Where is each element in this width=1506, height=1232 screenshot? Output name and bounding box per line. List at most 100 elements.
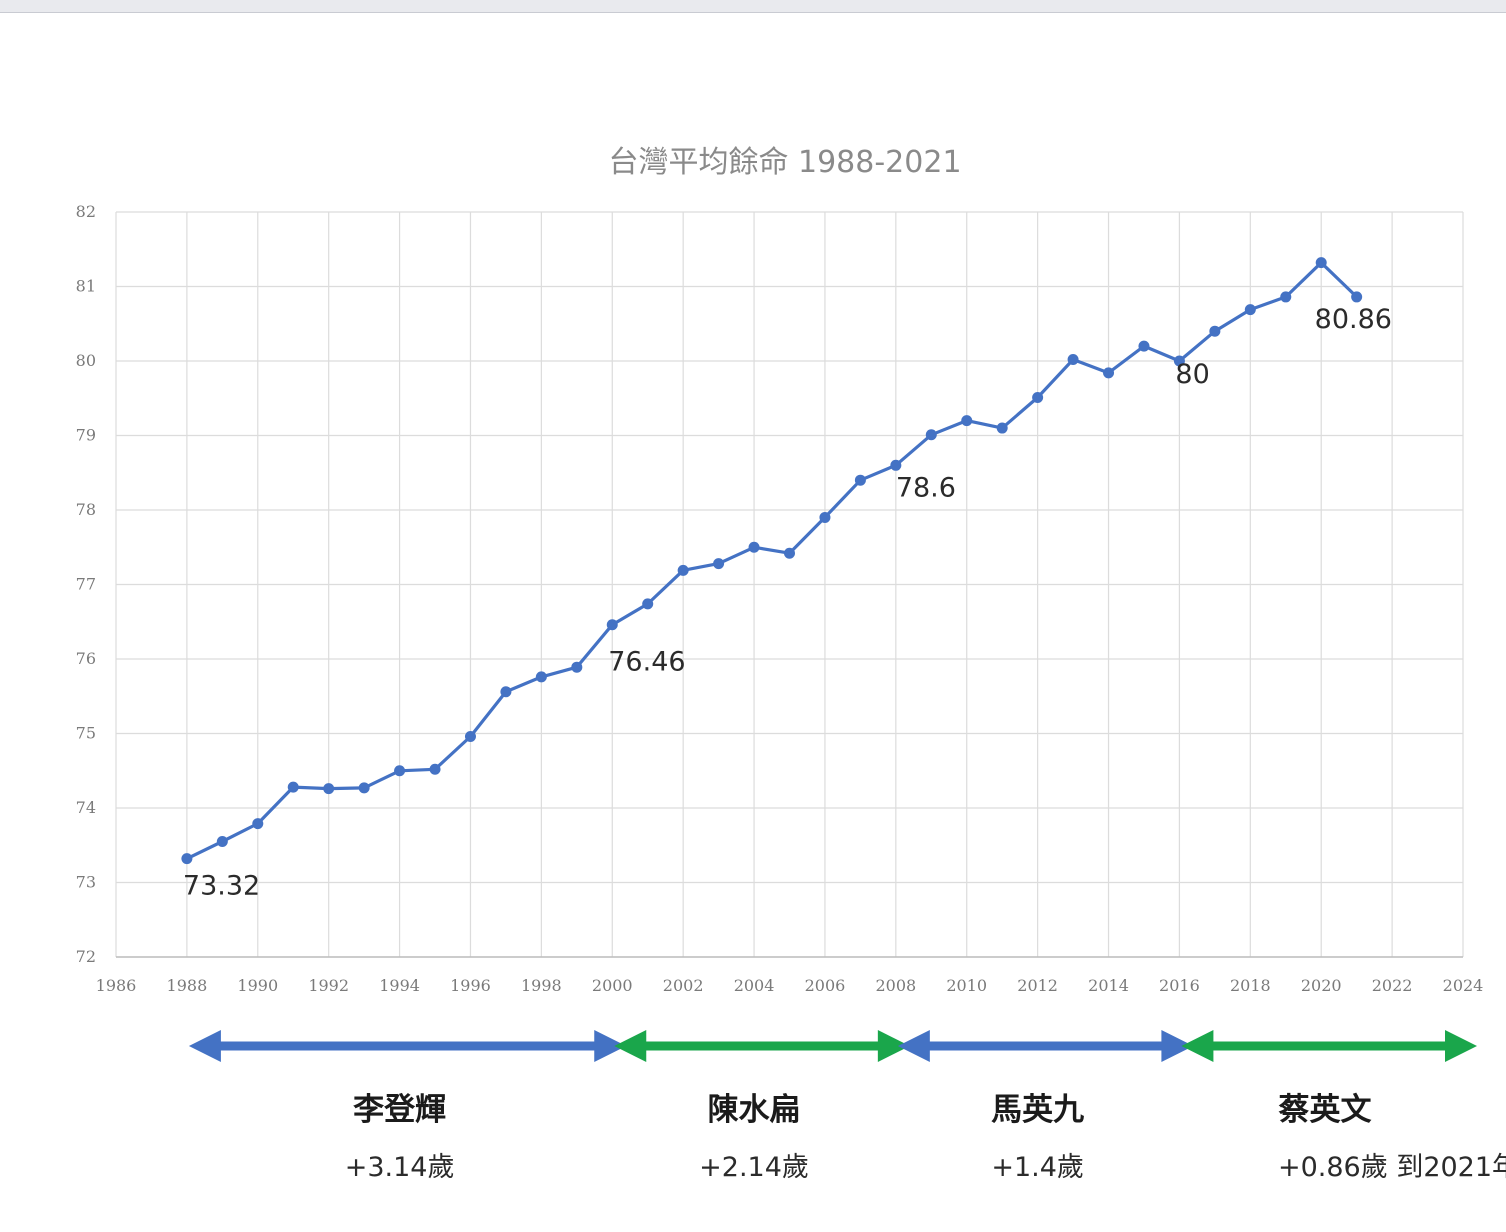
x-tick-label: 2012 [1017,976,1058,995]
data-label: 78.6 [896,472,956,503]
y-tick-label: 75 [76,724,96,743]
data-point [1315,257,1327,269]
x-tick-label: 2014 [1088,976,1129,995]
data-label: 80.86 [1315,304,1392,335]
x-tick-label: 1988 [167,976,208,995]
data-point [819,511,831,523]
data-point [606,619,618,631]
data-point [925,429,937,441]
data-point [1067,354,1079,366]
y-axis-ticks: 72 73 74 75 76 77 78 79 80 81 82 [76,202,96,966]
data-point [535,671,547,683]
window-top-bar [0,0,1506,13]
data-point [1138,340,1150,352]
x-axis-ticks: 1986 1988 1990 1992 1994 1996 1998 2000 2002 2004… [96,976,1484,995]
x-tick-label: 2008 [875,976,916,995]
x-tick-label: 2022 [1372,976,1413,995]
y-tick-label: 72 [76,947,96,966]
data-labels: 73.32 76.46 78.6 80 80.86 [183,304,1392,902]
y-tick-label: 78 [76,500,96,519]
term-arrow-right-head [1445,1030,1477,1062]
data-point [358,782,370,794]
president-term: 陳水扁 +2.14歲 [614,1030,910,1183]
data-point [890,459,902,471]
x-tick-label: 2006 [805,976,846,995]
x-tick-label: 2024 [1443,976,1484,995]
president-name: 馬英九 [991,1092,1084,1128]
data-point [713,558,725,570]
data-point [854,474,866,486]
term-arrow-left-head [188,1030,221,1062]
data-point [216,836,228,848]
term-arrow-left-head [897,1030,930,1062]
x-tick-label: 1992 [308,976,349,995]
x-tick-label: 2018 [1230,976,1271,995]
life-expectancy-series [181,257,1363,865]
x-tick-label: 2016 [1159,976,1200,995]
president-term: 李登輝 +3.14歲 [188,1030,627,1183]
term-arrow-left-head [1181,1030,1214,1062]
data-point [1280,291,1292,303]
data-point [323,783,335,795]
term-arrow-right-head [1161,1030,1194,1062]
president-gain: +1.4歲 [991,1152,1084,1183]
series-line [186,261,1358,861]
president-gain: +3.14歲 [345,1152,455,1183]
data-point [287,781,299,793]
x-tick-label: 2000 [592,976,633,995]
data-point [996,422,1008,434]
data-point [961,415,973,427]
x-tick-label: 2002 [663,976,704,995]
data-point [500,686,512,698]
y-tick-label: 73 [76,873,96,892]
y-tick-label: 79 [76,426,96,445]
x-tick-label: 2010 [946,976,987,995]
president-gain: +0.86歲 到2021年 [1278,1152,1506,1183]
data-point [394,765,406,777]
x-tick-label: 1994 [379,976,420,995]
data-point [252,818,264,830]
x-tick-label: 1986 [96,976,137,995]
data-label: 80 [1175,359,1209,390]
term-arrow-right-head [877,1030,910,1062]
y-tick-label: 74 [76,798,96,817]
x-tick-label: 2020 [1301,976,1342,995]
y-tick-label: 82 [76,202,96,221]
president-term: 蔡英文 +0.86歲 到2021年 [1181,1030,1506,1183]
term-arrow-right-head [594,1030,627,1062]
data-point [571,661,583,673]
data-point [1209,325,1221,337]
data-point [429,763,441,775]
data-label: 73.32 [183,871,260,902]
data-point [1244,304,1256,316]
data-point [642,598,654,610]
president-gain: +2.14歲 [699,1152,809,1183]
term-arrow-left-head [614,1030,647,1062]
chart-grid [115,211,1464,958]
data-point [1032,392,1044,404]
data-point [1173,355,1185,367]
chart-title: 台灣平均餘命 1988-2021 [608,145,961,180]
president-name: 蔡英文 [1279,1092,1372,1128]
x-tick-label: 2004 [734,976,775,995]
data-point [1103,367,1115,379]
y-tick-label: 80 [76,351,96,370]
data-point [464,730,476,742]
data-point [784,547,795,559]
president-name: 陳水扁 [708,1092,801,1128]
data-point [748,541,760,553]
y-tick-label: 77 [76,575,96,594]
president-name: 李登輝 [353,1092,446,1128]
y-tick-label: 81 [76,277,96,296]
x-tick-label: 1996 [450,976,491,995]
data-point [1351,291,1363,303]
x-tick-label: 1990 [237,976,278,995]
data-point [181,853,193,865]
x-tick-label: 1998 [521,976,562,995]
president-term: 馬英九 +1.4歲 [897,1030,1194,1183]
y-tick-label: 76 [76,649,96,668]
presidential-terms: 李登輝 +3.14歲 陳水扁 +2.14歲 馬英九 +1.4歲 蔡英文 +0.86歲 到202… [188,1030,1506,1183]
data-point [677,564,689,576]
data-label: 76.46 [608,647,685,678]
